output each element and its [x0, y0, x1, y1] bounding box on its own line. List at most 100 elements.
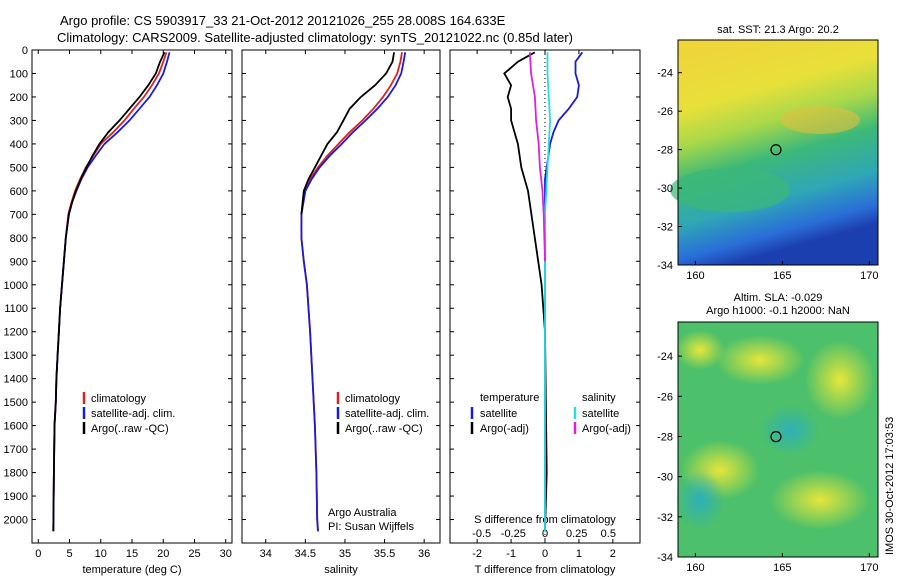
temperature-panel: 0100200300400500600700800900100011001200… [4, 45, 233, 576]
sst-map-x-tick-label: 160 [686, 270, 704, 282]
depth-tick-label: 500 [10, 162, 28, 174]
sst-field [678, 40, 878, 265]
depth-tick-label: 1900 [4, 491, 28, 503]
series-argo-raw-qc- [52, 51, 166, 532]
s-diff-tick-label: -0.5 [472, 528, 491, 540]
depth-tick-label: 1000 [4, 280, 28, 292]
series-climatology [52, 52, 168, 532]
temperature-x-tick-label: 20 [157, 548, 169, 560]
sst-warm-patch [780, 106, 860, 134]
sla-map-x-tick-label: 170 [860, 562, 878, 574]
temperature-x-tick-label: 30 [220, 548, 232, 560]
temperature-x-tick-label: 0 [35, 548, 41, 560]
depth-tick-label: 800 [10, 233, 28, 245]
depth-tick-label: 1100 [4, 303, 28, 315]
sst-map: sat. SST: 21.3 Argo: 20.2 160 165 170 -24 -26… [657, 24, 879, 282]
legend-label: Argo(-adj) [582, 423, 631, 435]
sst-map-title: sat. SST: 21.3 Argo: 20.2 [717, 24, 839, 36]
sla-map-y-tick-label: -32 [657, 512, 673, 524]
sla-map-y-tick-label: -34 [657, 552, 673, 564]
t-diff-tick-label: -1 [506, 548, 516, 560]
salinity-axes-frame [241, 49, 441, 544]
sla-high-patch [805, 340, 875, 420]
sst-map-x-tick-label: 170 [860, 270, 878, 282]
depth-tick-label: 1300 [4, 350, 28, 362]
sla-map-y-tick-label: -26 [657, 391, 673, 403]
series-argo-raw-qc- [300, 52, 395, 215]
argo-position-marker [770, 431, 782, 443]
sla-map-title: Altim. SLA: -0.029 [734, 292, 823, 304]
salinity-panel: 34 34.5 35 35.5 36 salinity climatology satelli… [241, 49, 441, 576]
salinity-x-tick-label: 36 [418, 548, 430, 560]
sst-map-x-tick-label: 165 [773, 270, 791, 282]
sla-map-x-tick-label: 160 [686, 562, 704, 574]
series-satellite-adj-clim- [300, 52, 407, 532]
t-diff-tick-label: 2 [610, 548, 616, 560]
temperature-x-axis-label: temperature (deg C) [82, 564, 181, 576]
sst-map-y-tick-label: -24 [657, 68, 673, 80]
temperature-x-tick-label: 5 [66, 548, 72, 560]
argo-position-marker [770, 144, 782, 156]
depth-tick-label: 0 [22, 45, 28, 57]
annotation-text: PI: Susan Wijffels [328, 521, 414, 533]
legend-label: satellite [480, 408, 517, 420]
legend-label: satellite-adj. clim. [91, 408, 175, 420]
sla-map-title: Argo h1000: -0.1 h2000: NaN [706, 305, 850, 317]
legend-label: Argo(-adj) [480, 423, 529, 435]
legend-label: climatology [345, 393, 401, 405]
sla-low-patch [675, 470, 725, 530]
sst-eddy [670, 168, 790, 212]
sst-map-y-tick-label: -28 [657, 145, 673, 157]
salinity-x-axis-label: salinity [324, 564, 358, 576]
annotation-text: Argo Australia [328, 507, 397, 519]
temperature-axes-frame [31, 49, 233, 544]
series-satellite-adj-clim- [52, 52, 171, 532]
legend-label: Argo(..raw -QC) [91, 423, 169, 435]
t-diff-tick-label: -2 [472, 548, 482, 560]
sst-map-y-tick-label: -26 [657, 106, 673, 118]
temperature-x-tick-label: 25 [188, 548, 200, 560]
temperature-x-tick-label: 10 [95, 548, 107, 560]
figure-title-line2: Climatology: CARS2009. Satellite-adjuste… [57, 30, 573, 45]
sla-map-x-tick-label: 165 [773, 562, 791, 574]
sla-map-y-tick-label: -30 [657, 472, 673, 484]
series-temperature-argo-adj- [503, 51, 548, 532]
sla-high-patch [715, 335, 805, 385]
sla-high-patch [770, 470, 870, 530]
salinity-x-tick-label: 35.5 [374, 548, 395, 560]
legend-label: climatology [91, 393, 147, 405]
depth-tick-label: 1500 [4, 397, 28, 409]
sla-high-patch [675, 330, 725, 370]
depth-tick-label: 1200 [4, 327, 28, 339]
legend-temperature-title: temperature [480, 392, 539, 404]
sst-map-frame [677, 39, 879, 266]
legend-label: Argo(..raw -QC) [345, 423, 423, 435]
s-diff-tick-label: -0.25 [501, 528, 526, 540]
sla-map-y-tick-label: -24 [657, 351, 673, 363]
difference-x-axis-label: T difference from climatology [475, 564, 616, 576]
depth-tick-label: 200 [10, 92, 28, 104]
s-diff-tick-label: 0.25 [566, 528, 587, 540]
series-temperature-satellite [544, 51, 584, 532]
legend-label: satellite [582, 408, 619, 420]
depth-tick-label: 600 [10, 186, 28, 198]
t-diff-tick-label: 1 [576, 548, 582, 560]
legend-salinity-title: salinity [582, 392, 616, 404]
s-diff-tick-label: 0.5 [601, 528, 616, 540]
depth-tick-label: 1400 [4, 374, 28, 386]
t-diff-tick-label: 0 [542, 548, 548, 560]
sst-map-y-tick-label: -34 [657, 260, 673, 272]
depth-tick-label: 1800 [4, 468, 28, 480]
series-salinity-argo-adj- [528, 52, 546, 262]
sla-map-frame [677, 321, 879, 558]
sla-low-patch [760, 405, 820, 455]
sst-map-y-tick-label: -32 [657, 222, 673, 234]
salinity-x-tick-label: 34 [260, 548, 272, 560]
figure-title-line1: Argo profile: CS 5903917_33 21-Oct-2012 … [60, 13, 506, 28]
depth-tick-label: 1600 [4, 421, 28, 433]
footer-timestamp: IMOS 30-Oct-2012 17:03:53 [884, 417, 896, 555]
depth-tick-label: 900 [10, 256, 28, 268]
